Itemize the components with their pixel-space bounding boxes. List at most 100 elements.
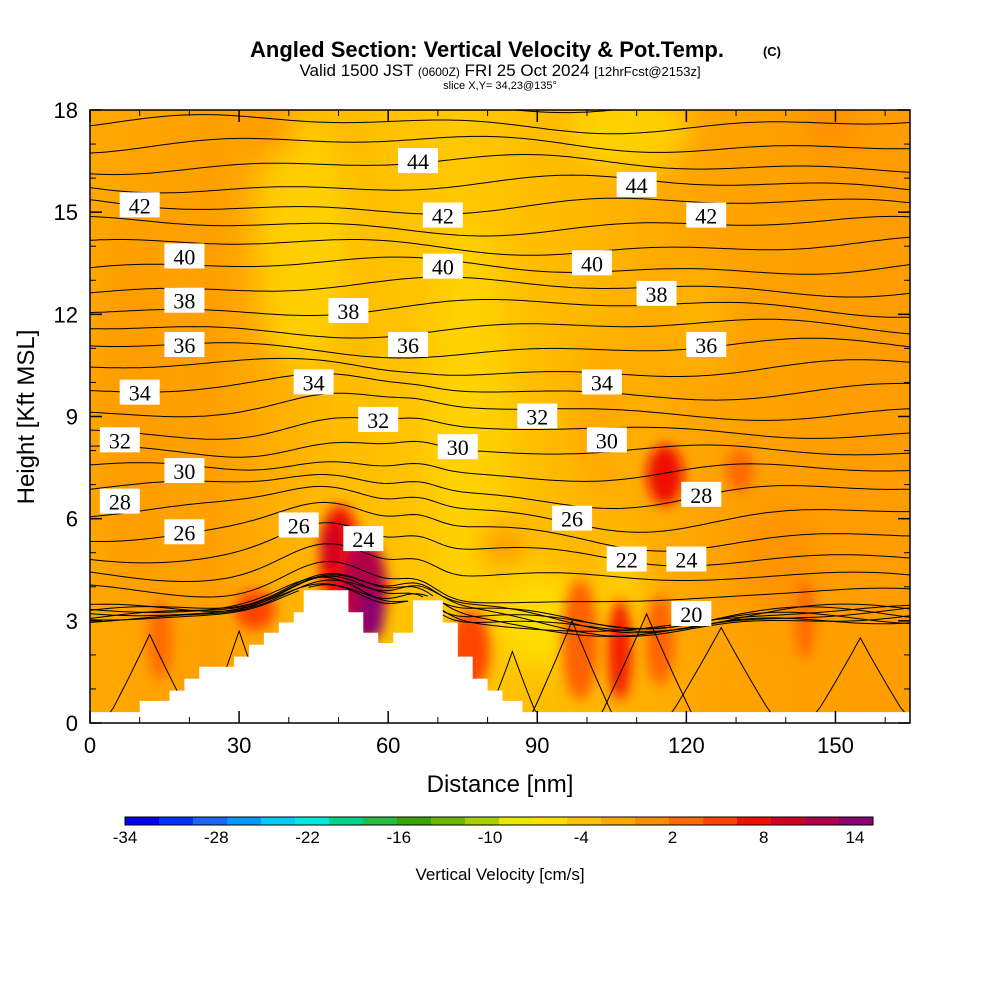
contour-label: 32 [517,403,558,430]
contour-label-box [164,243,205,269]
colorbar-swatch [363,817,398,825]
isentrope-line [90,579,910,634]
contour-label-text: 24 [675,548,697,573]
contour-label-text: 36 [173,333,195,358]
contour-label: 26 [278,512,319,538]
isentrope-line [601,612,692,713]
isentrope-line [671,626,772,714]
colorbar-swatch [839,817,874,825]
contour-label-box [437,434,478,460]
contour-label-text: 40 [432,255,454,280]
isentrope-line [90,560,910,604]
colorbar-swatch [703,817,738,825]
contour-label: 34 [119,379,160,406]
contour-label-box [293,369,334,395]
colorbar-frame [124,816,874,826]
isentrope-line [90,392,910,421]
contour-label-text: 44 [626,173,648,198]
x-tick-label: 120 [668,733,705,758]
colorbar-swatch [771,817,806,825]
isentrope-line [90,543,910,582]
contour-label-box [666,546,707,572]
contour-label-box [552,505,593,531]
contour-label-text: 44 [407,149,429,174]
y-tick-label: 6 [66,507,78,532]
contour-label-box [681,481,722,507]
contour-label: 28 [681,481,722,508]
contour-label-box [328,297,369,323]
colorbar-swatch [227,817,262,825]
contour-label: 40 [422,253,463,280]
contour-label-box [571,250,612,276]
y-tick-label: 3 [66,609,78,634]
y-axis-label: Height [Kft MSL] [13,330,40,505]
isentrope-line [90,373,910,401]
contour-label-box [616,171,657,197]
contour-label-text: 26 [288,513,310,538]
contour-label: 32 [358,406,399,433]
colorbar-swatch [261,817,296,825]
colorbar-tick-label: 8 [759,828,768,847]
contour-label: 42 [686,202,727,229]
colorbar-tick-label: 2 [668,828,677,847]
colorbar-swatch [499,817,534,825]
contour-label: 44 [398,148,438,174]
colorbar-swatch [737,817,772,825]
x-tick-label: 0 [84,733,96,758]
contour-label: 30 [164,457,205,484]
contour-label: 40 [164,243,205,269]
isentrope-line [90,583,409,617]
contour-label-box [164,287,205,313]
contour-label: 36 [686,331,727,358]
contour-label-text: 36 [695,333,717,358]
contour-label-box [422,202,463,228]
colorbar-swatch [159,817,194,825]
contour-label-box [636,280,677,306]
isentrope-line [90,574,910,637]
contour-label-text: 36 [397,333,419,358]
isentrope-line [90,236,910,256]
isentrope-line [442,602,910,637]
isentrope-line [308,584,429,599]
isentrope-line [90,522,910,567]
contour-label: 32 [99,427,140,453]
contour-label-box [119,192,160,218]
contour-label-box [99,488,140,514]
contour-label-text: 42 [432,204,454,229]
colorbar-tick-label: -10 [478,828,503,847]
isentrope-line [90,461,910,482]
isentrope-line [531,619,613,714]
isentrope-line [90,197,910,215]
colorbar-swatch [567,817,602,825]
isentrope-line [815,636,906,714]
chart-title: Angled Section: Vertical Velocity & Pot.… [250,37,724,62]
colorbar-swatch [635,817,670,825]
contour-label: 38 [328,297,369,324]
contour-label-text: 32 [367,408,389,433]
contour-label: 26 [164,519,205,545]
colorbar-label: Vertical Velocity [cm/s] [415,865,584,884]
terrain-mask [90,590,910,723]
x-tick-label: 60 [376,733,400,758]
contour-label-text: 38 [337,299,359,324]
contour-label-text: 40 [581,251,603,276]
x-tick-label: 30 [227,733,251,758]
isentrope-line [90,256,910,275]
isentrope-line [90,417,910,440]
contour-label-box [398,148,438,174]
contour-label-text: 32 [109,428,131,453]
contour-label-box [119,379,160,405]
contour-label: 36 [164,331,205,358]
contour-label-box [99,427,140,453]
contour-label-text: 30 [447,435,469,460]
isentrope-line [90,276,910,298]
contour-label-box [164,457,205,483]
contour-label: 22 [606,546,647,573]
contour-label-box [358,406,399,432]
colorbar: -34 -28 -22 -16 -10 -4 2 8 14 [113,816,874,847]
slice-info: slice X,Y= 34,23@135° [443,80,557,92]
plot-area [90,110,910,723]
colorbar-tick-label: -16 [386,828,411,847]
